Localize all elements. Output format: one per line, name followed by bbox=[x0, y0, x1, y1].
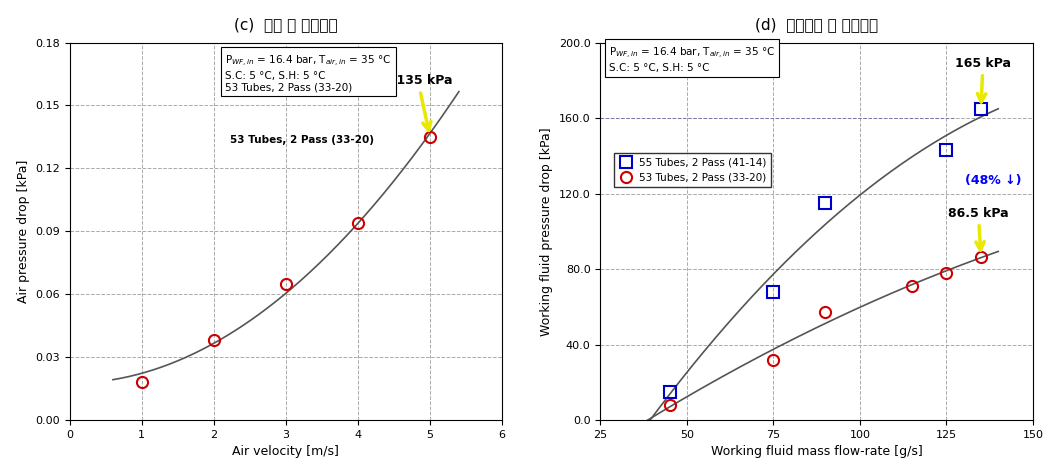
Text: 165 kPa: 165 kPa bbox=[955, 57, 1011, 102]
Text: P$_{WF,in}$ = 16.4 bar, T$_{air,in}$ = 35 °C
S.C: 5 °C, S.H: 5 °C: P$_{WF,in}$ = 16.4 bar, T$_{air,in}$ = 3… bbox=[610, 47, 775, 73]
55 Tubes, 2 Pass (41-14) bbox=[767, 289, 780, 294]
X-axis label: Air velocity [m/s]: Air velocity [m/s] bbox=[232, 446, 339, 458]
55 Tubes, 2 Pass (41-14) bbox=[974, 106, 987, 112]
55 Tubes, 2 Pass (41-14) bbox=[940, 147, 953, 153]
53 Tubes, 2 Pass (33-20) bbox=[974, 254, 987, 260]
53 Tubes, 2 Pass (33-20) bbox=[940, 270, 953, 275]
53 Tubes, 2 Pass (33-20) bbox=[664, 402, 676, 408]
53 Tubes, 2 Pass (33-20) bbox=[767, 357, 780, 362]
Title: (c)  공기 측 압력손실: (c) 공기 측 압력손실 bbox=[234, 17, 338, 32]
Line: 53 Tubes, 2 Pass (33-20): 53 Tubes, 2 Pass (33-20) bbox=[664, 251, 987, 410]
Text: (48% ↓): (48% ↓) bbox=[966, 174, 1022, 187]
Text: P$_{WF,in}$ = 16.4 bar, T$_{air,in}$ = 35 °C
S.C: 5 °C, S.H: 5 °C
53 Tubes, 2 Pa: P$_{WF,in}$ = 16.4 bar, T$_{air,in}$ = 3… bbox=[226, 54, 391, 92]
55 Tubes, 2 Pass (41-14) bbox=[664, 389, 676, 395]
Text: 0.135 kPa: 0.135 kPa bbox=[384, 75, 453, 131]
Y-axis label: Working fluid pressure drop [kPa]: Working fluid pressure drop [kPa] bbox=[541, 127, 553, 336]
Title: (d)  작동유체 측 압력손실: (d) 작동유체 측 압력손실 bbox=[755, 17, 878, 32]
55 Tubes, 2 Pass (41-14) bbox=[819, 200, 832, 206]
Legend: 55 Tubes, 2 Pass (41-14), 53 Tubes, 2 Pass (33-20): 55 Tubes, 2 Pass (41-14), 53 Tubes, 2 Pa… bbox=[614, 153, 771, 187]
53 Tubes, 2 Pass (33-20) bbox=[905, 283, 918, 289]
Line: 55 Tubes, 2 Pass (41-14): 55 Tubes, 2 Pass (41-14) bbox=[664, 103, 987, 397]
Text: 86.5 kPa: 86.5 kPa bbox=[948, 207, 1009, 250]
Text: 53 Tubes, 2 Pass (33-20): 53 Tubes, 2 Pass (33-20) bbox=[230, 135, 374, 145]
53 Tubes, 2 Pass (33-20) bbox=[819, 310, 832, 315]
X-axis label: Working fluid mass flow-rate [g/s]: Working fluid mass flow-rate [g/s] bbox=[711, 446, 922, 458]
Y-axis label: Air pressure drop [kPa]: Air pressure drop [kPa] bbox=[17, 160, 30, 303]
